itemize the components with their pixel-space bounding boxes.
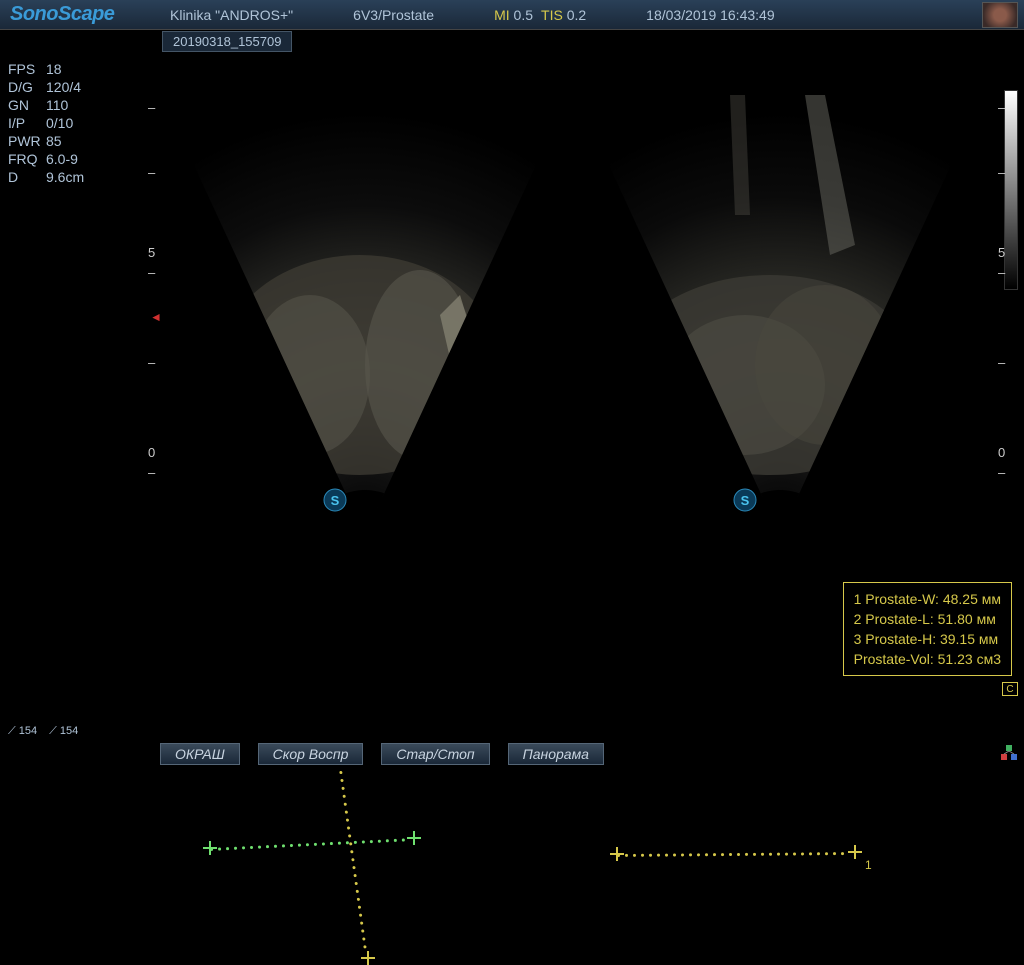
ultrasound-viewport[interactable]: S 2 bbox=[160, 65, 990, 655]
param-label: FPS bbox=[8, 60, 46, 78]
tis-label: TIS bbox=[541, 7, 563, 23]
param-label: GN bbox=[8, 96, 46, 114]
param-value: 0/10 bbox=[46, 115, 73, 131]
mi-value: 0.5 bbox=[514, 7, 533, 23]
header-info: Klinika "ANDROS+" 6V3/Prostate MI 0.5 TI… bbox=[160, 7, 976, 23]
param-value: 9.6cm bbox=[46, 169, 84, 185]
meas-row: 2 Prostate-L: 51.80 мм bbox=[854, 609, 1001, 629]
param-label: I/P bbox=[8, 114, 46, 132]
softkey-playspeed-button[interactable]: Скор Воспр bbox=[258, 743, 364, 765]
tis-value: 0.2 bbox=[567, 7, 586, 23]
grayscale-bar bbox=[1004, 90, 1018, 290]
probe-preset: 6V3/Prostate bbox=[353, 7, 434, 23]
angle-readout: ⟋ 154 ⟋ 154 bbox=[8, 725, 78, 738]
clinic-name: Klinika "ANDROS+" bbox=[170, 7, 293, 23]
brand-text: SonoScape bbox=[10, 3, 114, 25]
scan-parameters: FPS18 D/G120/4 GN110 I/P0/10 PWR85 FRQ6.… bbox=[8, 60, 84, 186]
svg-text:S: S bbox=[331, 493, 340, 508]
softkey-bar: ОКРАШ Скор Воспр Стар/Стоп Панорама bbox=[0, 740, 1024, 768]
network-icon[interactable] bbox=[1000, 744, 1018, 762]
mi-tis: MI 0.5 TIS 0.2 bbox=[494, 7, 586, 23]
param-label: D bbox=[8, 168, 46, 186]
datetime: 18/03/2019 16:43:49 bbox=[646, 7, 774, 23]
param-value: 120/4 bbox=[46, 79, 81, 95]
scan-pane-left[interactable]: S 2 bbox=[160, 65, 570, 535]
scan-pane-right[interactable]: S 1 bbox=[575, 65, 985, 535]
patient-id[interactable]: 20190318_155709 bbox=[162, 31, 292, 52]
param-label: PWR bbox=[8, 132, 46, 150]
softkey-panorama-button[interactable]: Панорама bbox=[508, 743, 604, 765]
meas-row: 3 Prostate-H: 39.15 мм bbox=[854, 629, 1001, 649]
angle-b: 154 bbox=[60, 725, 78, 737]
param-value: 85 bbox=[46, 133, 62, 149]
param-label: D/G bbox=[8, 78, 46, 96]
softkey-tint-button[interactable]: ОКРАШ bbox=[160, 743, 240, 765]
measurement-results: 1 Prostate-W: 48.25 мм 2 Prostate-L: 51.… bbox=[843, 582, 1012, 676]
param-value: 110 bbox=[46, 97, 68, 113]
cine-badge-icon[interactable]: C bbox=[1002, 682, 1018, 696]
angle-a: 154 bbox=[19, 725, 37, 737]
param-value: 6.0-9 bbox=[46, 151, 78, 167]
subheader: 20190318_155709 bbox=[0, 30, 1024, 52]
param-label: FRQ bbox=[8, 150, 46, 168]
meas-row: 1 Prostate-W: 48.25 мм bbox=[854, 589, 1001, 609]
meas-row: Prostate-Vol: 51.23 см3 bbox=[854, 649, 1001, 669]
fan-svg-left: S bbox=[160, 65, 570, 535]
softkey-startstop-button[interactable]: Стар/Стоп bbox=[381, 743, 489, 765]
param-value: 18 bbox=[46, 61, 62, 77]
svg-text:S: S bbox=[741, 493, 750, 508]
fan-svg-right: S bbox=[575, 65, 985, 535]
brand-logo: SonoScape bbox=[0, 3, 160, 26]
title-bar: SonoScape Klinika "ANDROS+" 6V3/Prostate… bbox=[0, 0, 1024, 30]
bodymark-thumb[interactable] bbox=[982, 2, 1018, 28]
mi-label: MI bbox=[494, 7, 510, 23]
